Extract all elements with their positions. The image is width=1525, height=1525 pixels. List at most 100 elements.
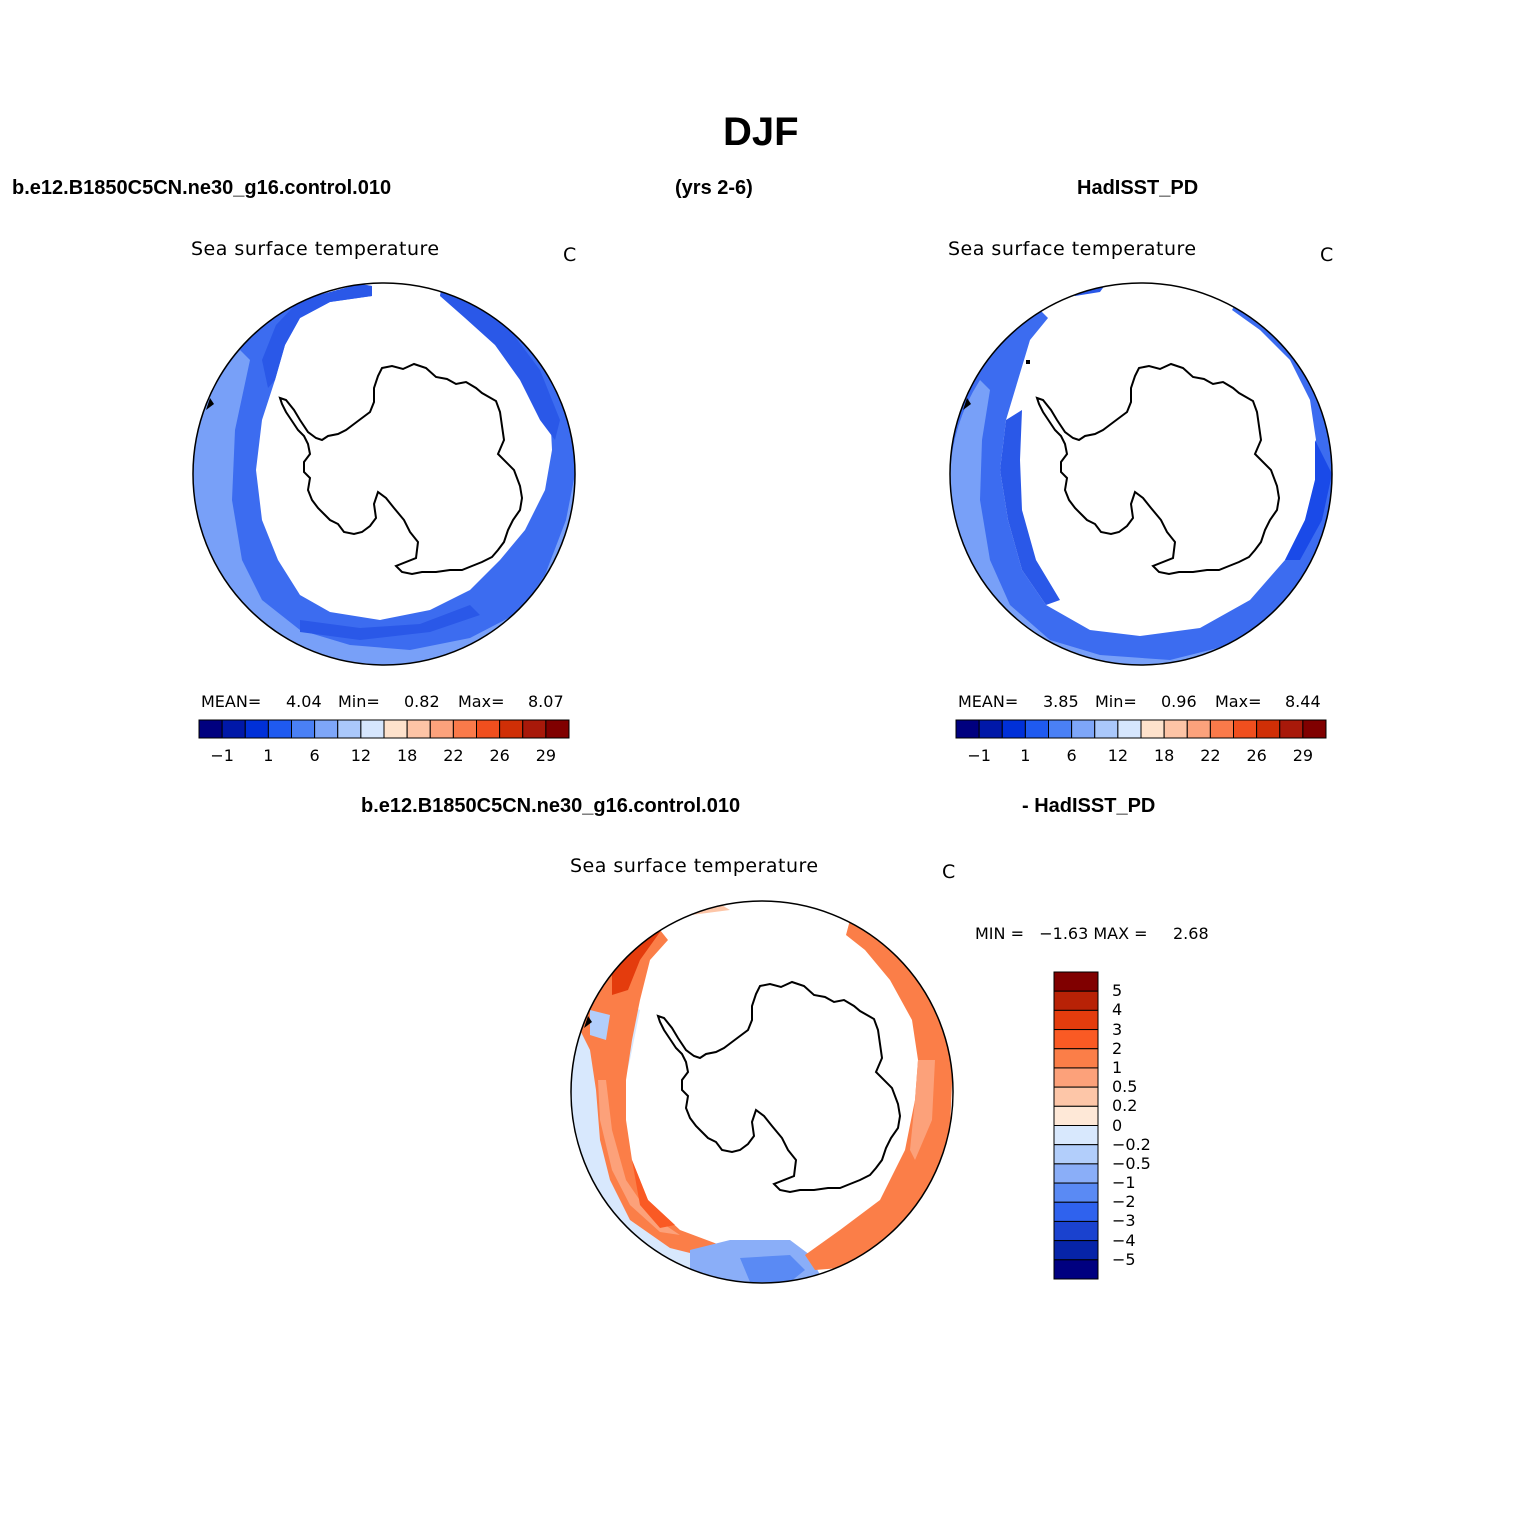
colorbar-swatch: [1233, 719, 1258, 739]
colorbar-tick-label: 26: [489, 746, 510, 765]
colorbar-tick-label: 4: [1112, 1000, 1123, 1020]
figure-title: DJF: [723, 110, 799, 154]
years-label: (yrs 2-6): [675, 177, 753, 199]
colorbar-tick-label: 29: [535, 746, 557, 765]
colorbar-swatch: [1053, 1182, 1099, 1203]
colorbar-swatch: [1048, 719, 1073, 739]
colorbar-tick-label: 1: [1112, 1057, 1123, 1077]
diff-minmax: MIN = −1.63 MAX = 2.68: [975, 924, 1209, 943]
colorbar-swatch: [1053, 1220, 1099, 1242]
colorbar-swatch: [1117, 719, 1142, 739]
colorbar-swatch: [1302, 719, 1327, 739]
obs-min-value: 0.96: [1161, 692, 1197, 711]
colorbar-tick-label: −3: [1112, 1211, 1136, 1231]
colorbar-tick-label: 29: [1292, 746, 1314, 765]
obs-mean-value: 3.85: [1043, 692, 1079, 711]
colorbar-tick-label: 12: [350, 746, 372, 765]
obs-panel-units: C: [1320, 244, 1334, 266]
colorbar-swatch: [1024, 719, 1049, 739]
model-min-value: 0.82: [404, 692, 440, 711]
colorbar-swatch: [1053, 1105, 1099, 1126]
colorbar-swatch: [406, 719, 431, 739]
case-name-label: b.e12.B1850C5CN.ne30_g16.control.010: [12, 177, 392, 199]
obs-max-value: 8.44: [1285, 692, 1321, 711]
diff-panel-units: C: [942, 861, 956, 883]
colorbar-swatch: [1094, 719, 1119, 739]
colorbar-tick-label: 18: [1153, 746, 1175, 765]
obs-colorbar: [955, 719, 1327, 739]
colorbar-tick-label: 26: [1246, 746, 1267, 765]
colorbar-swatch: [1053, 1009, 1099, 1031]
colorbar-swatch: [1001, 719, 1026, 739]
colorbar-tick-label: −0.2: [1112, 1134, 1151, 1154]
colorbar-tick-label: 12: [1107, 746, 1129, 765]
colorbar-swatch: [267, 719, 292, 739]
diff-case-name-label: b.e12.B1850C5CN.ne30_g16.control.010: [361, 795, 741, 817]
colorbar-tick-label: 1: [263, 746, 274, 765]
colorbar-tick-label: 0.2: [1112, 1096, 1138, 1116]
colorbar-tick-label: −2: [1112, 1192, 1136, 1212]
colorbar-swatch: [337, 719, 362, 739]
colorbar-tick-label: 0: [1112, 1115, 1123, 1135]
colorbar-swatch: [476, 719, 501, 739]
colorbar-swatch: [383, 719, 408, 739]
colorbar-tick-label: −1: [1112, 1173, 1136, 1193]
colorbar-swatch: [1053, 1240, 1099, 1261]
obs-mean-label: MEAN=: [958, 692, 1019, 711]
obs-name-label: HadISST_PD: [1077, 177, 1199, 199]
colorbar-swatch: [1053, 1067, 1099, 1088]
model-map: [192, 282, 576, 666]
diff-obs-name-label: - HadISST_PD: [1022, 795, 1156, 817]
colorbar-swatch: [1053, 1086, 1099, 1107]
model-panel-units: C: [563, 244, 577, 266]
colorbar-tick-label: −5: [1112, 1249, 1136, 1269]
model-min-label: Min=: [338, 692, 380, 711]
diff-colorbar: [1053, 971, 1099, 1280]
colorbar-tick-label: −0.5: [1112, 1153, 1151, 1173]
colorbar-tick-label: 6: [309, 746, 320, 765]
colorbar-swatch: [978, 719, 1003, 739]
colorbar-swatch: [1053, 1125, 1099, 1146]
colorbar-swatch: [545, 719, 570, 739]
colorbar-swatch: [955, 719, 980, 739]
colorbar-swatch: [360, 719, 385, 739]
colorbar-swatch: [291, 719, 316, 739]
colorbar-swatch: [499, 719, 524, 739]
colorbar-tick-label: −1: [210, 746, 234, 765]
colorbar-swatch: [1053, 1163, 1099, 1184]
colorbar-tick-label: 1: [1020, 746, 1031, 765]
colorbar-tick-label: 22: [1200, 746, 1221, 765]
colorbar-tick-label: 3: [1112, 1019, 1123, 1039]
obs-map: [949, 282, 1333, 666]
model-max-value: 8.07: [528, 692, 564, 711]
colorbar-swatch: [221, 719, 246, 739]
model-panel-title: Sea surface temperature: [191, 238, 440, 260]
colorbar-swatch: [1071, 719, 1096, 739]
obs-panel-title: Sea surface temperature: [948, 238, 1197, 260]
model-mean-value: 4.04: [286, 692, 322, 711]
colorbar-tick-label: 6: [1066, 746, 1077, 765]
colorbar-swatch: [452, 719, 477, 739]
colorbar-tick-label: −4: [1112, 1230, 1136, 1250]
colorbar-swatch: [1053, 990, 1099, 1011]
colorbar-swatch: [1053, 971, 1099, 992]
diff-map: [570, 900, 954, 1284]
obs-max-label: Max=: [1215, 692, 1262, 711]
colorbar-tick-label: 5: [1112, 981, 1123, 1001]
colorbar-tick-label: 2: [1112, 1038, 1123, 1058]
colorbar-swatch: [429, 719, 454, 739]
colorbar-swatch: [522, 719, 547, 739]
colorbar-swatch: [1053, 1259, 1099, 1280]
colorbar-swatch: [1279, 719, 1304, 739]
colorbar-swatch: [1163, 719, 1188, 739]
colorbar-swatch: [1053, 1029, 1099, 1050]
colorbar-tick-label: 18: [396, 746, 418, 765]
colorbar-swatch: [1256, 719, 1281, 739]
model-max-label: Max=: [458, 692, 505, 711]
obs-min-label: Min=: [1095, 692, 1137, 711]
colorbar-swatch: [1186, 719, 1211, 739]
model-colorbar: [198, 719, 570, 739]
colorbar-tick-label: 22: [443, 746, 464, 765]
colorbar-swatch: [244, 719, 269, 739]
